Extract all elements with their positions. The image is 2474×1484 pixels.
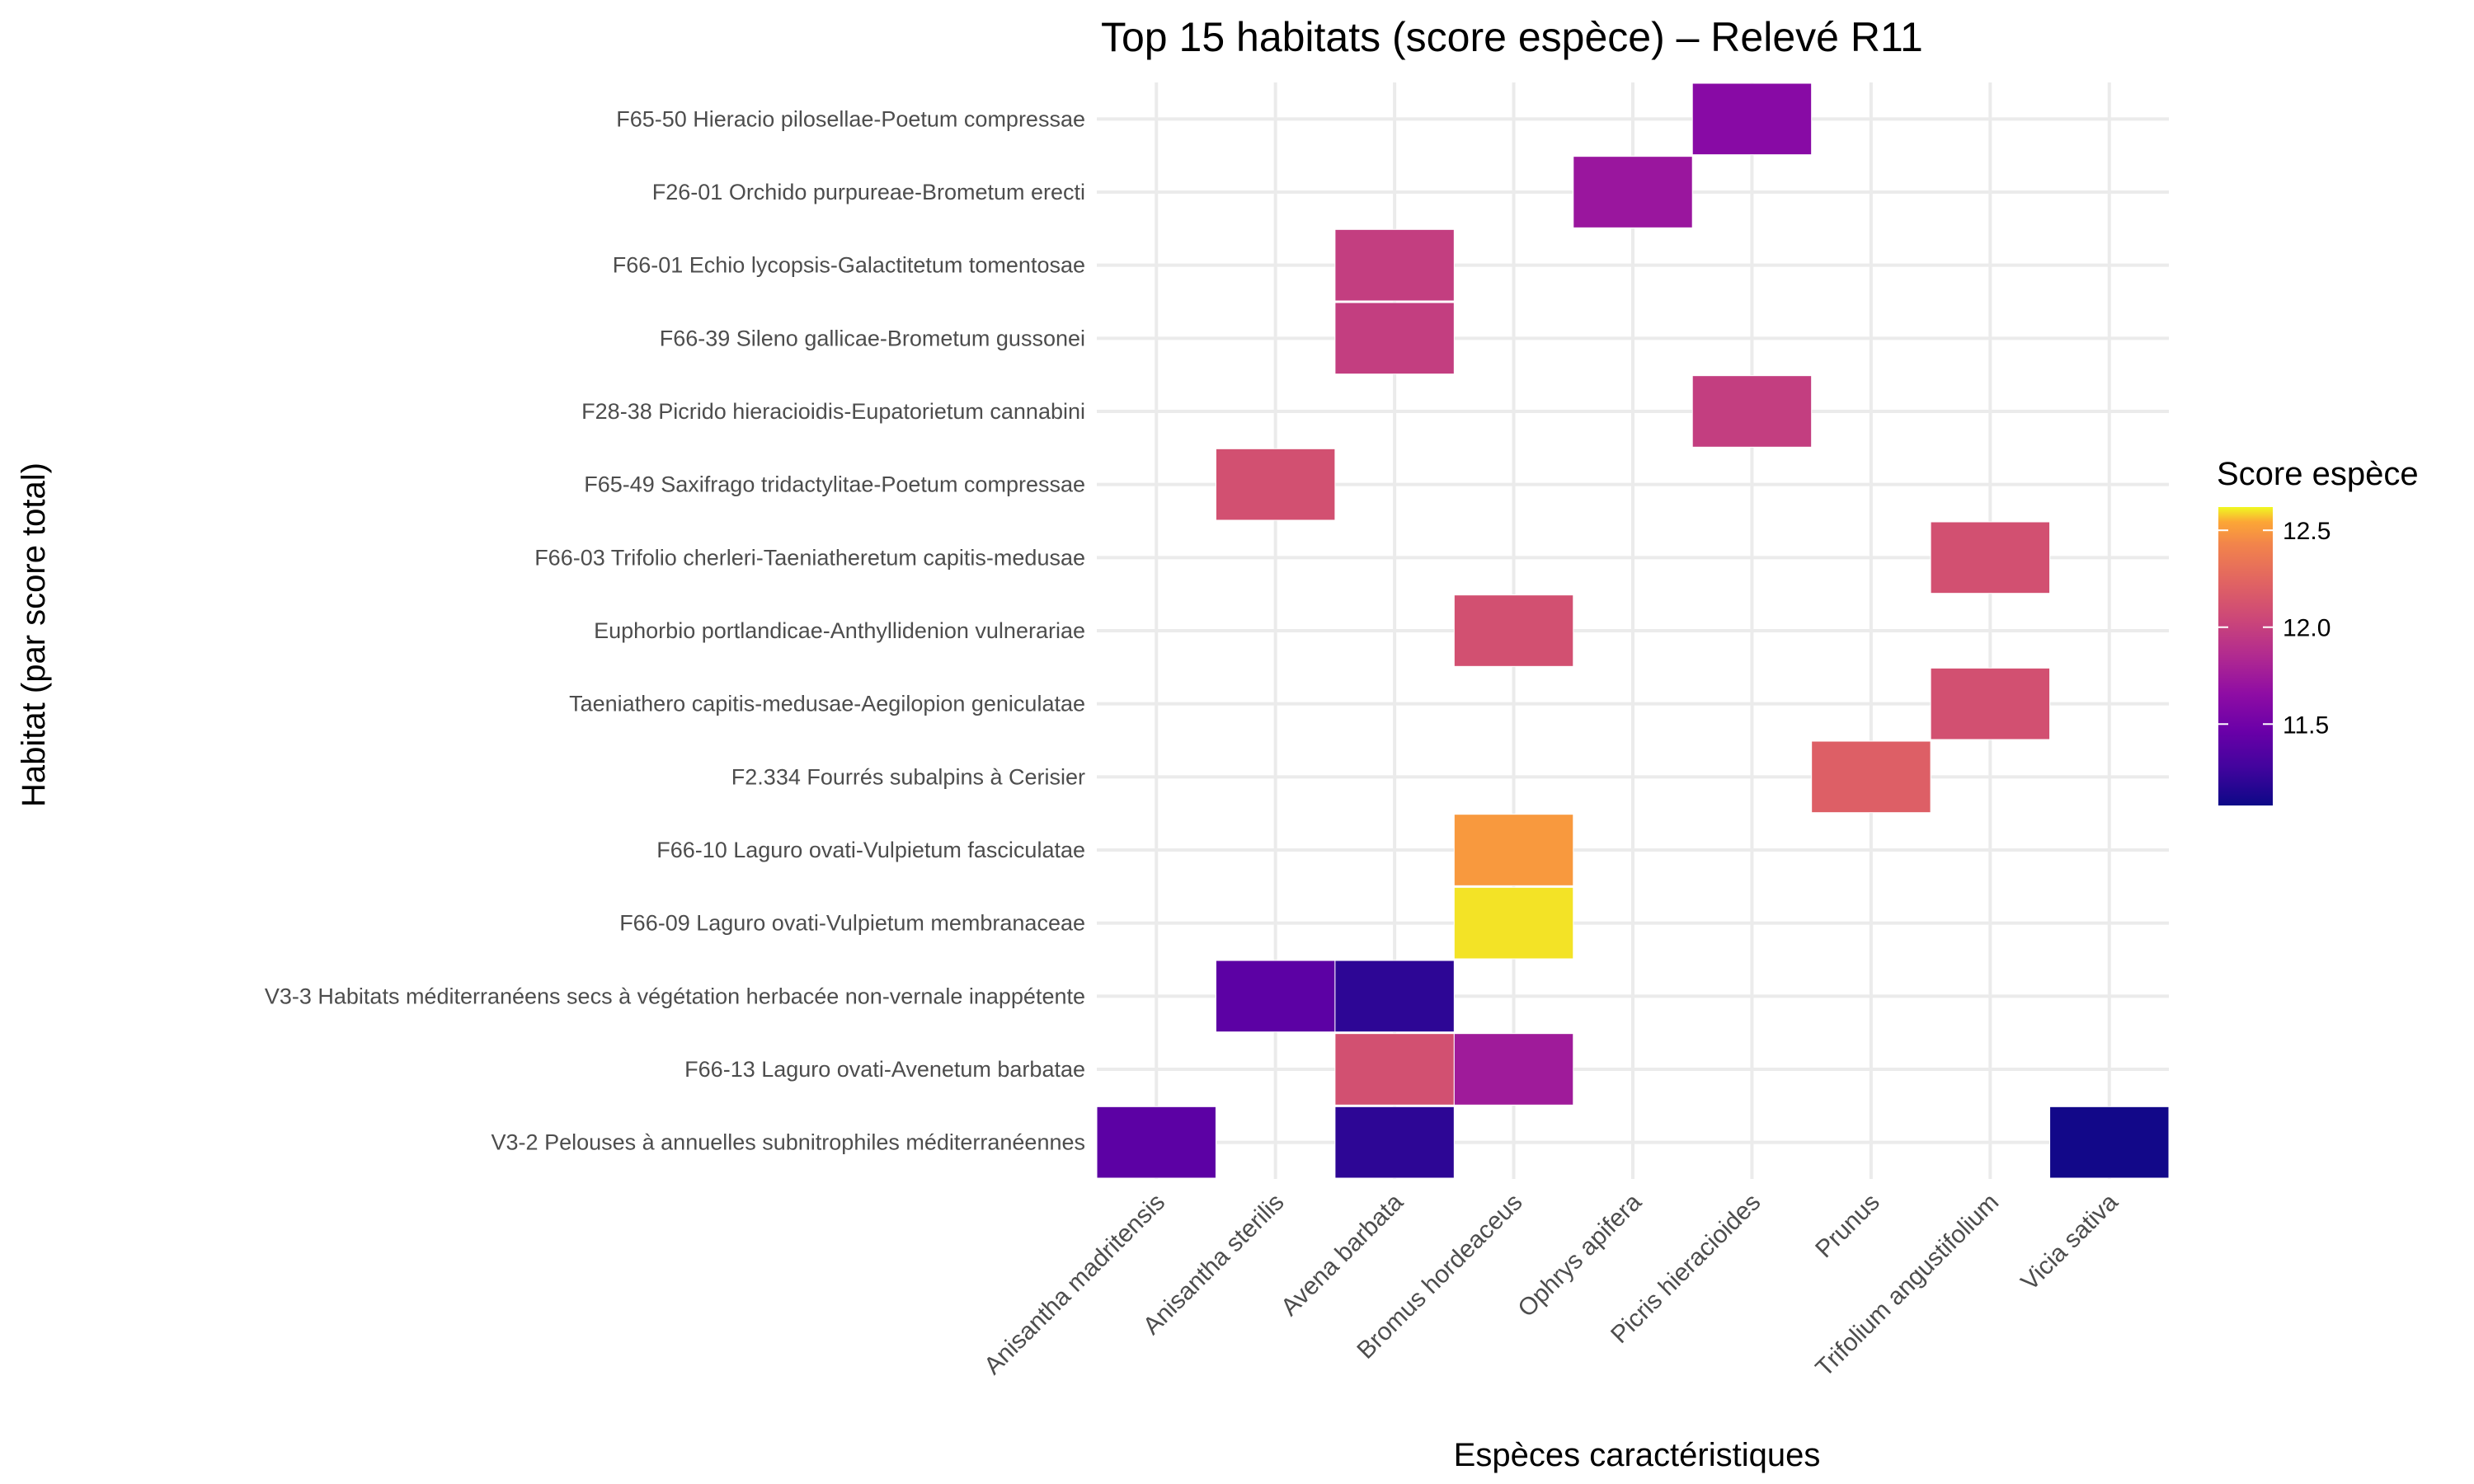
chart-title: Top 15 habitats (score espèce) – Relevé … [1101, 14, 1923, 60]
heatmap-cell [1691, 375, 1813, 448]
heatmap-cells [1096, 82, 2170, 1179]
heatmap-cell [1691, 82, 1813, 156]
y-tick-label: F65-49 Saxifrago tridactylitae-Poetum co… [584, 472, 1085, 497]
heatmap-cell [2049, 1106, 2170, 1179]
y-tick-label: F66-39 Sileno gallicae-Brometum gussonei [660, 326, 1085, 350]
legend-ticks: 11.5 12.0 12.5 [2218, 518, 2331, 739]
legend-title: Score espèce [2217, 456, 2419, 492]
legend-tick-label: 11.5 [2283, 711, 2329, 739]
heatmap-cell [1215, 960, 1336, 1033]
heatmap-cell [1453, 594, 1574, 667]
heatmap-cell [1453, 886, 1574, 960]
y-tick-label: Euphorbio portlandicae-Anthyllidenion vu… [594, 618, 1085, 643]
y-tick-label: F66-09 Laguro ovati-Vulpietum membranace… [619, 911, 1085, 936]
heatmap-cell [1811, 740, 1931, 814]
x-tick-label: Avena barbata [1276, 1188, 1409, 1321]
heatmap-cell [1930, 667, 2051, 740]
y-axis-title: Habitat (par score total) [16, 463, 52, 807]
y-tick-label: V3-3 Habitats méditerranéens secs à végé… [265, 984, 1085, 1008]
y-tick-label: F65-50 Hieracio pilosellae-Poetum compre… [616, 106, 1085, 131]
y-tick-label: Taeniathero capitis-medusae-Aegilopion g… [569, 692, 1085, 716]
heatmap-cell [1334, 228, 1455, 302]
heatmap-cell [1334, 1033, 1455, 1106]
y-tick-label: F66-01 Echio lycopsis-Galactitetum tomen… [613, 253, 1085, 278]
grid-lines [1097, 82, 2169, 1179]
y-tick-labels: F65-50 Hieracio pilosellae-Poetum compre… [265, 106, 1085, 1154]
y-tick-label: F26-01 Orchido purpureae-Brometum erecti [652, 180, 1085, 204]
x-tick-label: Prunus [1810, 1189, 1885, 1264]
y-tick-label: V3-2 Pelouses à annuelles subnitrophiles… [492, 1130, 1085, 1155]
heatmap-cell [1930, 521, 2051, 594]
legend-tick-label: 12.0 [2283, 615, 2331, 642]
x-tick-label: Anisantha madritensis [979, 1189, 1170, 1380]
x-axis-title: Espèces caractéristiques [1454, 1437, 1821, 1473]
legend-color-bar [2218, 507, 2273, 805]
heatmap-cell [1334, 960, 1455, 1033]
y-tick-label: F2.334 Fourrés subalpins à Cerisier [731, 764, 1085, 789]
legend-tick-label: 12.5 [2283, 518, 2331, 545]
heatmap-cell [1573, 156, 1693, 228]
y-tick-label: F28-38 Picrido hieracioidis-Eupatorietum… [581, 399, 1085, 424]
x-tick-label: Ophrys apifera [1512, 1188, 1647, 1322]
heatmap-cell [1334, 302, 1455, 375]
heatmap-cell [1334, 1106, 1455, 1179]
y-tick-label: F66-10 Laguro ovati-Vulpietum fasciculat… [656, 838, 1085, 862]
y-tick-label: F66-03 Trifolio cherleri-Taeniatheretum … [534, 545, 1085, 570]
x-tick-label: Vicia sativa [2015, 1188, 2123, 1295]
heatmap-cell [1453, 814, 1574, 886]
y-tick-label: F66-13 Laguro ovati-Avenetum barbatae [684, 1057, 1085, 1082]
heatmap-cell [1215, 448, 1336, 521]
heatmap-cell [1096, 1106, 1216, 1179]
color-legend: Score espèce 11.5 12.0 12.5 [2217, 456, 2419, 805]
heatmap-cell [1453, 1033, 1574, 1106]
